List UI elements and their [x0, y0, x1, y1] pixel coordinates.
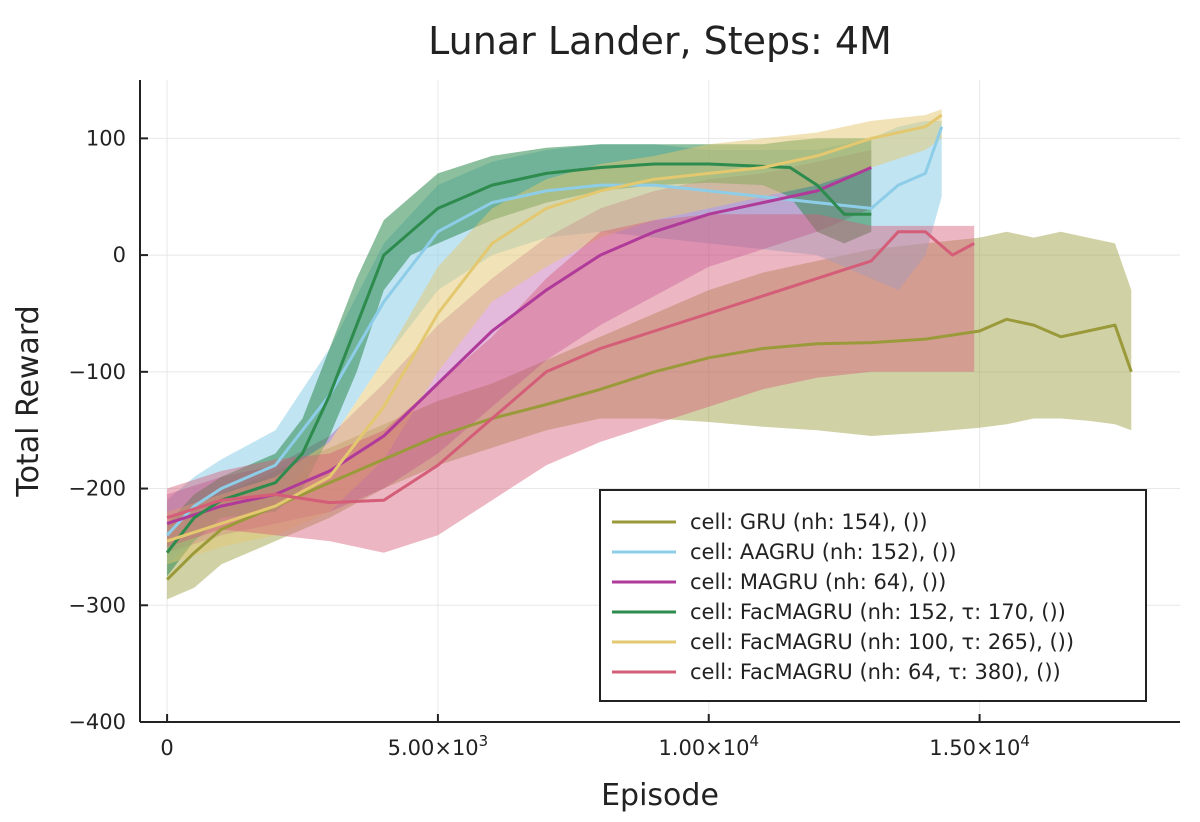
series-band-6: [167, 214, 975, 553]
legend: cell: GRU (nh: 154), ()) cell: AAGRU (nh:…: [599, 489, 1147, 702]
y-tick-label: −400: [68, 710, 126, 734]
legend-label-2: cell: AAGRU (nh: 152), ()): [690, 540, 957, 564]
legend-label-3: cell: MAGRU (nh: 64), ()): [690, 570, 946, 594]
legend-label-6: cell: FacMAGRU (nh: 64, τ: 380), ()): [690, 660, 1061, 684]
legend-label-1: cell: GRU (nh: 154), ()): [690, 510, 928, 534]
series-line-2: [166, 126, 944, 537]
x-tick-label: 1.50×104: [929, 732, 1030, 760]
y-ticks: 100 0 −100 −200 −300 −400: [68, 126, 148, 734]
legend-box: [599, 489, 1147, 702]
x-tick-label: 1.00×104: [658, 732, 759, 760]
y-tick-label: −300: [68, 593, 126, 617]
series-lines: [165, 113, 1133, 581]
x-ticks: 0 5.00×103 1.00×104 1.50×104: [160, 714, 1030, 760]
series-band-2: [167, 120, 942, 565]
y-tick-label: 0: [113, 243, 126, 267]
y-tick-label: 100: [86, 126, 126, 150]
series-line-5: [166, 113, 943, 543]
y-tick-label: −100: [68, 360, 126, 384]
legend-label-5: cell: FacMAGRU (nh: 100, τ: 265), ()): [690, 630, 1074, 654]
x-axis-label: Episode: [601, 778, 719, 813]
y-axis-label: Total Reward: [11, 305, 46, 497]
series-line-4: [165, 162, 872, 554]
series-line-1: [166, 317, 1133, 581]
series-line-3: [166, 166, 872, 526]
legend-label-4: cell: FacMAGRU (nh: 152, τ: 170, ()): [690, 600, 1066, 624]
y-tick-label: −200: [68, 477, 126, 501]
series-band-1: [167, 231, 1132, 600]
x-tick-label: 0: [160, 736, 173, 760]
series-line-6: [166, 230, 975, 520]
chart-title: Lunar Lander, Steps: 4M: [428, 19, 892, 63]
x-tick-label: 5.00×103: [388, 732, 489, 760]
